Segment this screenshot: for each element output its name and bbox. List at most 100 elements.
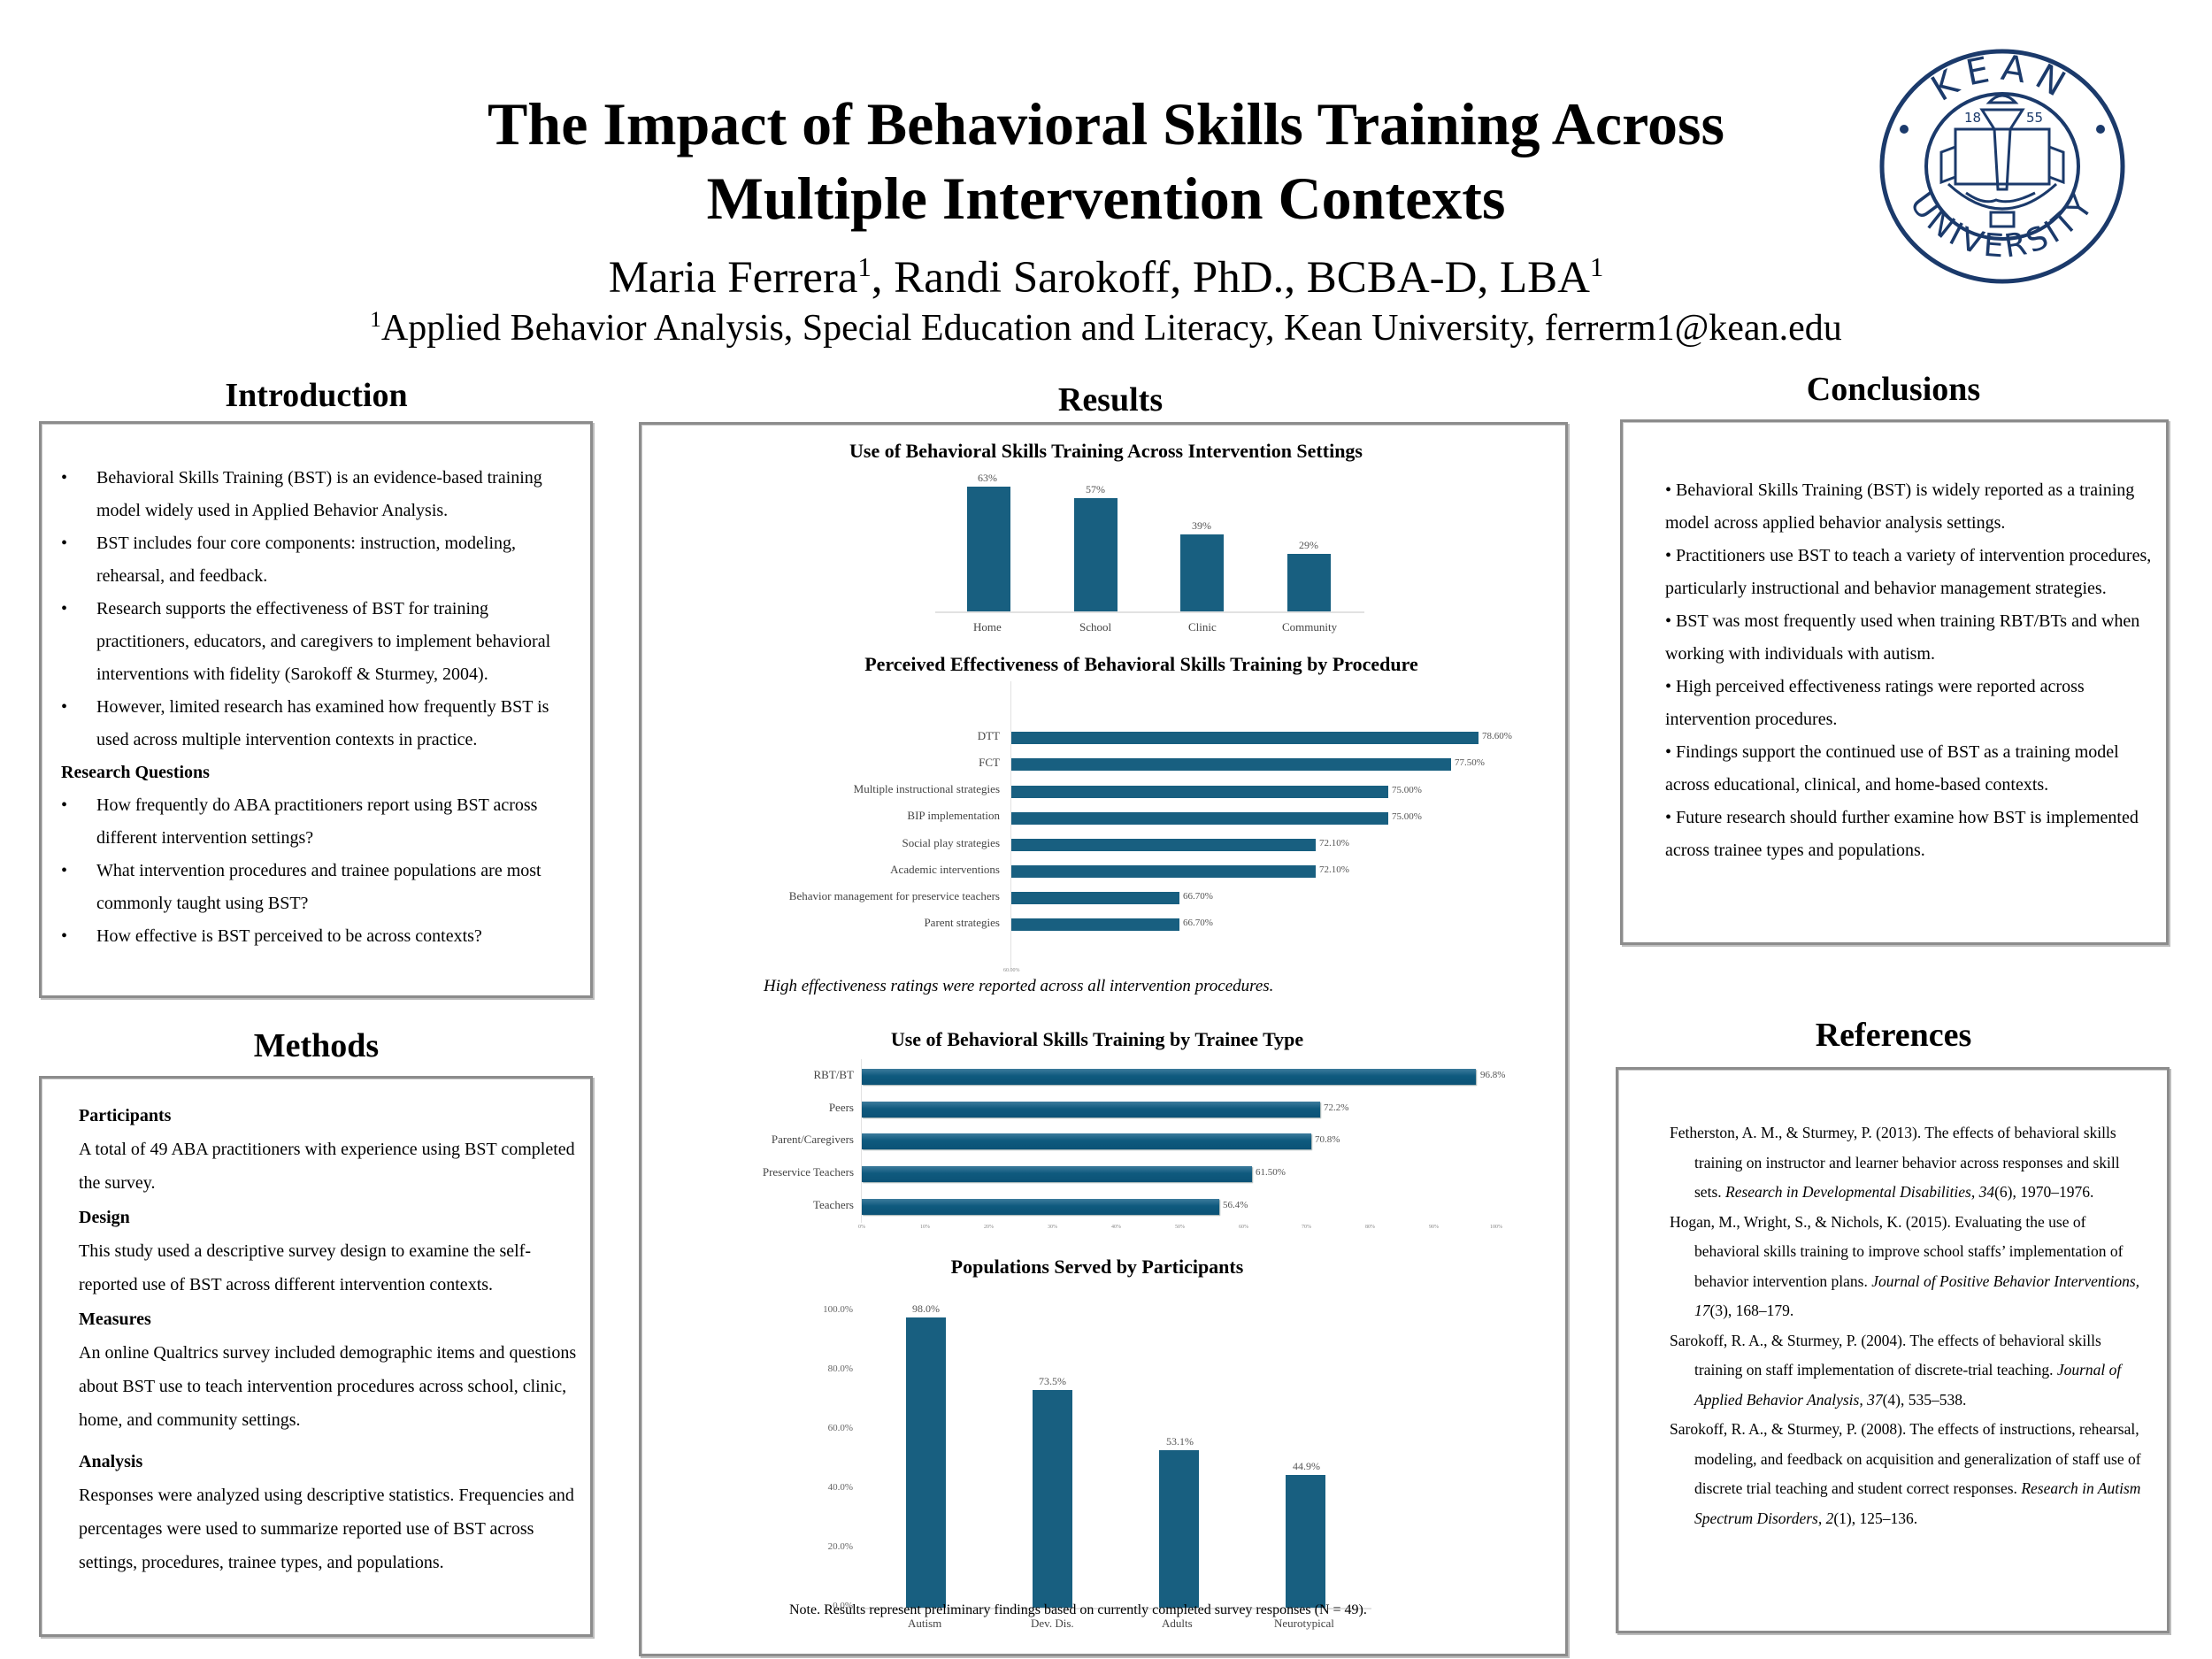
settings-value-home: 63% — [978, 472, 997, 484]
design-text: This study used a descriptive survey des… — [79, 1241, 531, 1294]
trainee-bar-preservice — [862, 1166, 1252, 1182]
trainee-x-tick: 0% — [858, 1225, 865, 1230]
trainee-value-preservice: 61.50% — [1256, 1167, 1286, 1178]
references-heading: References — [1815, 1017, 1972, 1054]
populations-value-dev-dis: 73.5% — [1039, 1375, 1066, 1387]
trainee-x-tick: 60% — [1239, 1225, 1248, 1230]
affiliation-text: Applied Behavior Analysis, Special Educa… — [380, 308, 1842, 349]
measures-subheading: Measures — [79, 1310, 151, 1329]
settings-bar-home — [967, 487, 1010, 611]
conclusion-bullet: • Findings support the continued use of … — [1665, 742, 2119, 795]
settings-value-clinic: 39% — [1192, 519, 1211, 532]
populations-y-tick: 60.0% — [827, 1423, 853, 1433]
conclusion-bullet: • High perceived effectiveness ratings w… — [1665, 677, 2085, 729]
settings-label-school: School — [1079, 620, 1112, 634]
populations-value-adults: 53.1% — [1166, 1435, 1194, 1448]
populations-label-neurotypical: Neurotypical — [1274, 1617, 1334, 1630]
research-questions-bullets: How frequently do ABA practitioners repo… — [54, 789, 585, 953]
effectiveness-label-social-play: Social play strategies — [902, 836, 1000, 849]
effectiveness-bar-multiple-instructional — [1011, 786, 1388, 798]
settings-bar-clinic — [1180, 534, 1224, 611]
author-2: , Randi Sarokoff, PhD., BCBA-D, LBA — [871, 253, 1590, 303]
trainee-x-tick: 90% — [1429, 1225, 1439, 1230]
conclusion-bullet: • Practitioners use BST to teach a varie… — [1665, 546, 2152, 598]
effectiveness-label-fct: FCT — [979, 756, 1000, 769]
populations-chart-x-axis — [863, 1608, 1371, 1609]
participants-text: A total of 49 ABA practitioners with exp… — [79, 1140, 575, 1193]
trainee-label-parents: Parent/Caregivers — [771, 1133, 854, 1146]
trainee-label-preservice: Preservice Teachers — [762, 1165, 854, 1179]
populations-label-adults: Adults — [1162, 1617, 1193, 1630]
effectiveness-value-behavior-mgmt: 66.70% — [1183, 891, 1213, 902]
effectiveness-label-dtt: DTT — [977, 729, 1000, 742]
intro-bullet: However, limited research has examined h… — [54, 691, 585, 757]
settings-value-school: 57% — [1086, 483, 1105, 495]
populations-y-tick: 40.0% — [827, 1482, 853, 1493]
settings-label-home: Home — [973, 620, 1002, 634]
trainee-value-parents: 70.8% — [1315, 1134, 1340, 1145]
authors-line: Maria Ferrera1, Randi Sarokoff, PhD., BC… — [372, 251, 1840, 304]
research-question: How frequently do ABA practitioners repo… — [54, 789, 585, 855]
settings-chart-title: Use of Behavioral Skills Training Across… — [849, 440, 1363, 462]
settings-label-clinic: Clinic — [1188, 620, 1217, 634]
effectiveness-value-multiple-instructional: 75.00% — [1392, 785, 1422, 795]
effectiveness-bar-parent-strategies — [1011, 918, 1179, 931]
effectiveness-bar-dtt — [1011, 732, 1479, 744]
svg-text:18: 18 — [1964, 110, 1981, 126]
conclusions-box: • Behavioral Skills Training (BST) is wi… — [1620, 419, 2169, 945]
trainee-bar-parents — [862, 1133, 1311, 1149]
effectiveness-value-academic: 72.10% — [1319, 864, 1349, 875]
effectiveness-annotation: High effectiveness ratings were reported… — [764, 977, 1274, 995]
conclusion-bullet: • Behavioral Skills Training (BST) is wi… — [1665, 480, 2135, 533]
results-box — [639, 422, 1568, 1656]
effectiveness-bar-academic — [1011, 865, 1316, 878]
trainee-x-tick: 20% — [984, 1225, 994, 1230]
reference-item: Fetherston, A. M., & Sturmey, P. (2013).… — [1670, 1124, 2120, 1201]
effectiveness-value-bip: 75.00% — [1392, 811, 1422, 822]
trainee-x-tick: 40% — [1111, 1225, 1121, 1230]
research-question: How effective is BST perceived to be acr… — [54, 920, 585, 953]
effectiveness-label-multiple-instructional: Multiple instructional strategies — [853, 782, 1000, 795]
effectiveness-value-social-play: 72.10% — [1319, 838, 1349, 849]
analysis-text: Responses were analyzed using descriptiv… — [79, 1486, 574, 1572]
intro-bullet: Behavioral Skills Training (BST) is an e… — [54, 462, 585, 527]
trainee-label-rbt: RBT/BT — [813, 1068, 854, 1081]
effectiveness-value-dtt: 78.60% — [1482, 731, 1512, 741]
kean-university-seal-icon: KEAN UNIVERSITY 18 55 — [1878, 48, 2127, 285]
introduction-bullets: Behavioral Skills Training (BST) is an e… — [54, 462, 585, 757]
effectiveness-label-behavior-mgmt: Behavior management for preservice teach… — [788, 889, 1000, 902]
settings-label-community: Community — [1282, 620, 1338, 634]
trainee-x-tick: 30% — [1048, 1225, 1057, 1230]
author-1-affiliation-marker: 1 — [857, 252, 872, 282]
effectiveness-label-academic: Academic interventions — [890, 863, 1000, 876]
populations-y-tick: 100.0% — [823, 1304, 853, 1315]
research-questions-heading: Research Questions — [61, 763, 210, 782]
design-subheading: Design — [79, 1208, 130, 1227]
intro-bullet: BST includes four core components: instr… — [54, 527, 585, 593]
populations-chart-title: Populations Served by Participants — [950, 1256, 1244, 1278]
reference-item: Sarokoff, R. A., & Sturmey, P. (2004). T… — [1670, 1331, 2122, 1409]
author-2-affiliation-marker: 1 — [1590, 252, 1604, 282]
logo-top-text: KEAN — [1924, 48, 2070, 110]
intro-bullet: Research supports the effectiveness of B… — [54, 593, 585, 691]
trainee-x-tick: 100% — [1490, 1225, 1502, 1230]
populations-bar-neurotypical — [1286, 1475, 1325, 1608]
trainee-bar-peers — [862, 1102, 1320, 1118]
references-box: Fetherston, A. M., & Sturmey, P. (2013).… — [1616, 1067, 2170, 1633]
trainee-bar-teachers — [862, 1199, 1219, 1215]
effectiveness-bar-social-play — [1011, 839, 1316, 851]
populations-y-tick: 20.0% — [827, 1541, 853, 1552]
effectiveness-value-fct: 77.50% — [1455, 757, 1485, 768]
populations-value-autism: 98.0% — [912, 1302, 940, 1315]
populations-bar-adults — [1159, 1450, 1199, 1608]
effectiveness-chart-title: Perceived Effectiveness of Behavioral Sk… — [864, 653, 1418, 675]
analysis-subheading: Analysis — [79, 1452, 143, 1471]
results-heading: Results — [1057, 381, 1164, 419]
author-1: Maria Ferrera — [608, 253, 858, 303]
populations-y-tick: 80.0% — [827, 1363, 853, 1374]
trainee-x-tick: 80% — [1365, 1225, 1375, 1230]
svg-text:KEAN: KEAN — [1924, 48, 2079, 110]
trainee-x-tick: 70% — [1302, 1225, 1311, 1230]
svg-text:55: 55 — [2026, 110, 2043, 126]
effectiveness-value-parent-strategies: 66.70% — [1183, 918, 1213, 928]
